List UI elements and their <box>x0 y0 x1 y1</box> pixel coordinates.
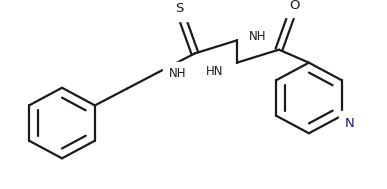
Text: O: O <box>289 0 300 12</box>
Text: HN: HN <box>205 65 223 78</box>
Text: NH: NH <box>169 67 187 80</box>
Text: N: N <box>345 117 355 129</box>
Text: NH: NH <box>249 30 266 43</box>
Text: S: S <box>175 2 183 15</box>
